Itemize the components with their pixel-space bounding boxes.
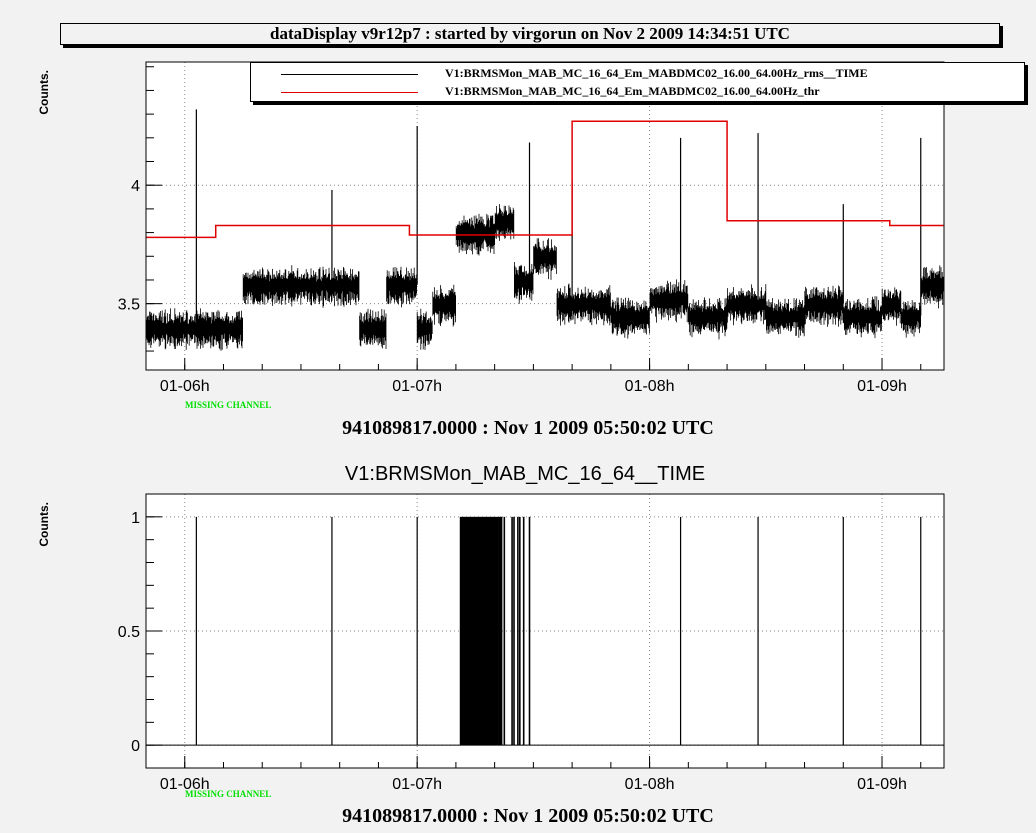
- legend-swatch-rms: [281, 74, 418, 75]
- bottom-plot: 0 0.5 1 01-06h 01-07h 01-08h 01-09h Counts.: [37, 493, 945, 793]
- y-tick-label: 1: [131, 510, 140, 527]
- x-tick-label: 01-06h: [160, 776, 210, 793]
- legend-label-rms: V1:BRMSMon_MAB_MC_16_64_Em_MABDMC02_16.0…: [445, 66, 868, 80]
- top-plot: 3.5 4 01-06h 01-07h 01-08h 01-09h Counts.: [37, 61, 945, 395]
- x-tick-label: 01-08h: [625, 378, 675, 395]
- pulse-block: [498, 516, 503, 746]
- top-plot-xlabel: 941089817.0000 : Nov 1 2009 05:50:02 UTC: [342, 417, 714, 439]
- x-tick-label: 01-08h: [625, 776, 675, 793]
- pulse-block: [459, 516, 499, 746]
- legend: V1:BRMSMon_MAB_MC_16_64_Em_MABDMC02_16.0…: [250, 62, 1025, 102]
- legend-swatch-threshold: [281, 92, 418, 93]
- y-tick-label: 0: [131, 738, 140, 755]
- x-tick-label: 01-09h: [857, 776, 907, 793]
- y-tick-label: 4: [131, 178, 140, 195]
- x-tick-label: 01-07h: [392, 378, 442, 395]
- series-threshold-step: [146, 120, 944, 239]
- bottom-plot-xlabel: 941089817.0000 : Nov 1 2009 05:50:02 UTC: [342, 805, 714, 827]
- bottom-plot-title: V1:BRMSMon_MAB_MC_16_64__TIME: [344, 463, 706, 485]
- y-axis-label: Counts.: [37, 502, 51, 547]
- x-tick-label: 01-09h: [857, 378, 907, 395]
- y-tick-label: 3.5: [118, 297, 140, 314]
- plot-area: [146, 494, 944, 768]
- y-axis-label: Counts.: [37, 70, 51, 115]
- legend-label-threshold: V1:BRMSMon_MAB_MC_16_64_Em_MABDMC02_16.0…: [445, 84, 820, 98]
- x-tick-label: 01-07h: [392, 776, 442, 793]
- missing-channel-label-bottom: MISSING CHANNEL: [185, 789, 272, 799]
- x-tick-label: 01-06h: [160, 378, 210, 395]
- y-tick-label: 0.5: [118, 624, 140, 641]
- missing-channel-label-top: MISSING CHANNEL: [185, 400, 272, 410]
- page-title: dataDisplay v9r12p7 : started by virgoru…: [60, 23, 1000, 45]
